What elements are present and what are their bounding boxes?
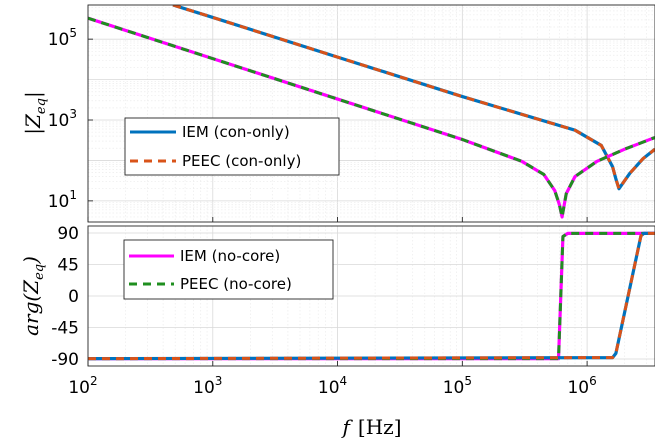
bottom-y-tick-label: 90 <box>57 224 79 244</box>
bottom-series-group <box>88 231 655 361</box>
top-y-tick-label: 103 <box>48 107 77 131</box>
x-tick-label: 102 <box>68 374 97 398</box>
top-legend-box <box>124 117 340 176</box>
top-tick-labels: 101 103 105 <box>48 26 588 222</box>
top-legend-label-peec: PEEC (con-only) <box>182 152 301 170</box>
x-tick-label: 106 <box>567 374 596 398</box>
bottom-legend: IEM (no-core) PEEC (no-core) <box>123 239 334 300</box>
bottom-legend-box <box>123 239 334 300</box>
x-axis-label: f [Hz] <box>341 415 402 439</box>
top-series-group <box>88 5 655 219</box>
x-tick-label: 103 <box>193 374 222 398</box>
bottom-tick-labels: 90 45 0 -45 -90 102 103 104 105 106 <box>51 224 597 398</box>
bottom-legend-label-peec: PEEC (no-core) <box>180 275 292 293</box>
top-axes-box <box>87 4 655 223</box>
top-legend: IEM (con-only) PEEC (con-only) <box>124 117 340 176</box>
top-y-tick-label: 105 <box>48 26 77 50</box>
x-tick-label: 105 <box>443 374 472 398</box>
top-y-tick-label: 101 <box>48 188 77 212</box>
bottom-y-tick-label: -45 <box>51 319 79 339</box>
top-series-peec-no-core <box>88 16 655 219</box>
bottom-y-tick-label: -90 <box>51 350 79 370</box>
bottom-series-peec-con-only <box>88 231 655 361</box>
bottom-y-tick-label: 45 <box>57 256 79 276</box>
bottom-legend-label-iem: IEM (no-core) <box>180 247 280 265</box>
top-plot: 101 103 105 |Zeq| <box>21 4 655 223</box>
bottom-axes-box <box>87 225 655 367</box>
bottom-y-axis-label: arg(Zeq) <box>19 256 47 336</box>
bottom-y-tick-label: 0 <box>68 287 79 307</box>
x-tick-label: 104 <box>318 374 347 398</box>
top-y-axis-label: |Zeq| <box>21 91 49 134</box>
top-legend-label-iem: IEM (con-only) <box>182 123 290 141</box>
